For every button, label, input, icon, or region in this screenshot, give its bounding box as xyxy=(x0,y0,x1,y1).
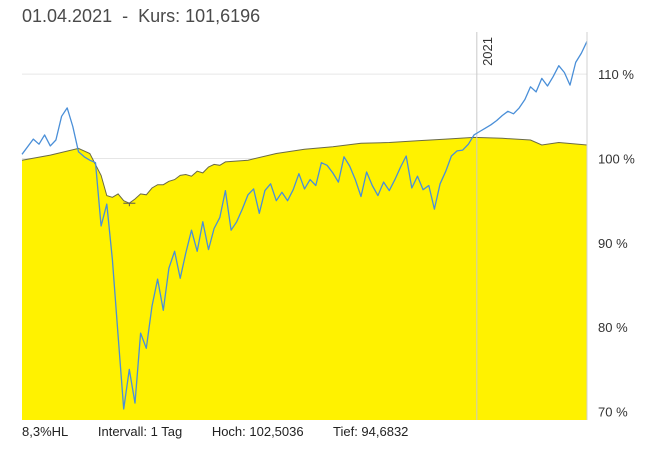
y-tick-label: 90 % xyxy=(598,236,628,251)
year-marker-label: 2021 xyxy=(480,37,495,66)
area-series-outline xyxy=(21,136,588,204)
footer-high: Hoch: 102,5036 xyxy=(211,424,304,439)
y-tick-label: 100 % xyxy=(598,152,635,167)
header-separator: - xyxy=(122,6,129,26)
chart-footer: 8,3%HL Intervall: 1 Tag Hoch: 102,5036 T… xyxy=(22,424,434,439)
header-price: Kurs: 101,6196 xyxy=(138,6,261,26)
y-tick-label: 80 % xyxy=(598,320,628,335)
area-series xyxy=(22,137,587,420)
footer-ratio: 8,3%HL xyxy=(22,424,69,439)
line-series xyxy=(21,41,588,410)
footer-low: Tief: 94,6832 xyxy=(333,424,409,439)
year-marker-layer: 2021 xyxy=(476,32,495,420)
y-axis-ticks: 70 % 80 % 90 % 100 % 110 % xyxy=(598,67,635,419)
low-point-marker xyxy=(123,202,136,207)
chart-header: 01.04.2021- Kurs: 101,6196 xyxy=(22,6,260,27)
y-tick-label: 70 % xyxy=(598,405,628,420)
footer-interval: Intervall: 1 Tag xyxy=(97,424,183,439)
header-date: 01.04.2021 xyxy=(22,6,113,26)
y-tick-label: 110 % xyxy=(598,67,634,82)
